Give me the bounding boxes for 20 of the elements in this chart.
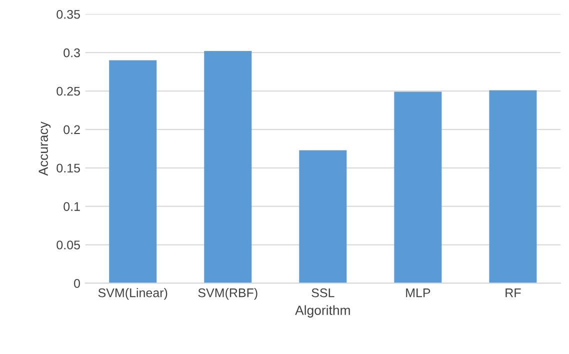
x-tick-label: RF xyxy=(506,288,521,298)
x-tick-label: SVM(RBF) xyxy=(198,288,258,300)
x-tick-label: SVM(Linear) xyxy=(98,288,168,300)
bar xyxy=(394,92,442,284)
y-axis-title: Accuracy xyxy=(38,122,51,176)
y-tick-label: 0.25 xyxy=(56,86,80,96)
y-tick-label: 0.3 xyxy=(64,48,80,58)
x-tick-label: MLP xyxy=(406,288,430,298)
y-tick-label: 0.1 xyxy=(64,202,80,211)
y-tick-label: 0.05 xyxy=(56,240,80,250)
bar xyxy=(109,60,157,284)
bar xyxy=(204,51,252,284)
y-tick-label: 0 xyxy=(74,279,80,288)
y-tick-label: 0.2 xyxy=(64,125,80,134)
y-tick-label: 0.35 xyxy=(56,10,80,19)
x-tick-label: SSL xyxy=(312,288,334,298)
x-axis-title: Algorithm xyxy=(295,305,350,318)
y-tick-label: 0.15 xyxy=(56,164,80,173)
bar xyxy=(299,150,347,284)
bar xyxy=(489,90,537,284)
